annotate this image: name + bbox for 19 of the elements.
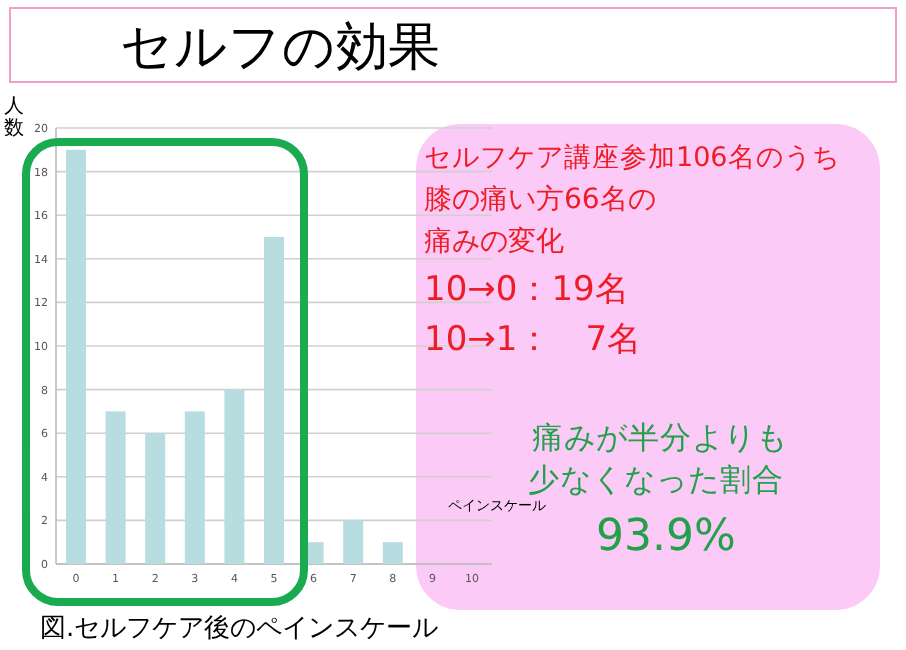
annotation: 膝の痛い方66名の — [424, 184, 656, 216]
annotation: 10→0：19名 — [424, 270, 629, 310]
y-axis-title: 人数 — [4, 96, 24, 140]
bar — [343, 520, 364, 564]
annotation: セルフケア講座参加106名のうち — [424, 142, 840, 174]
bar — [382, 542, 403, 564]
bar — [264, 237, 284, 564]
text: 図.セルフケア後のペインスケール — [40, 614, 439, 644]
bar — [224, 389, 245, 564]
chart-title: セルフの効果 — [120, 18, 440, 78]
bar — [145, 433, 166, 564]
text: 93.9% — [596, 512, 736, 562]
text: 少なくなった割合 — [528, 462, 784, 498]
bar — [184, 411, 205, 564]
bar — [105, 411, 126, 564]
annotation: 痛みの変化 — [424, 226, 564, 258]
bar — [66, 149, 86, 564]
annotation: 10→1： 7名 — [424, 320, 642, 360]
text: 痛みが半分よりも — [532, 420, 788, 456]
